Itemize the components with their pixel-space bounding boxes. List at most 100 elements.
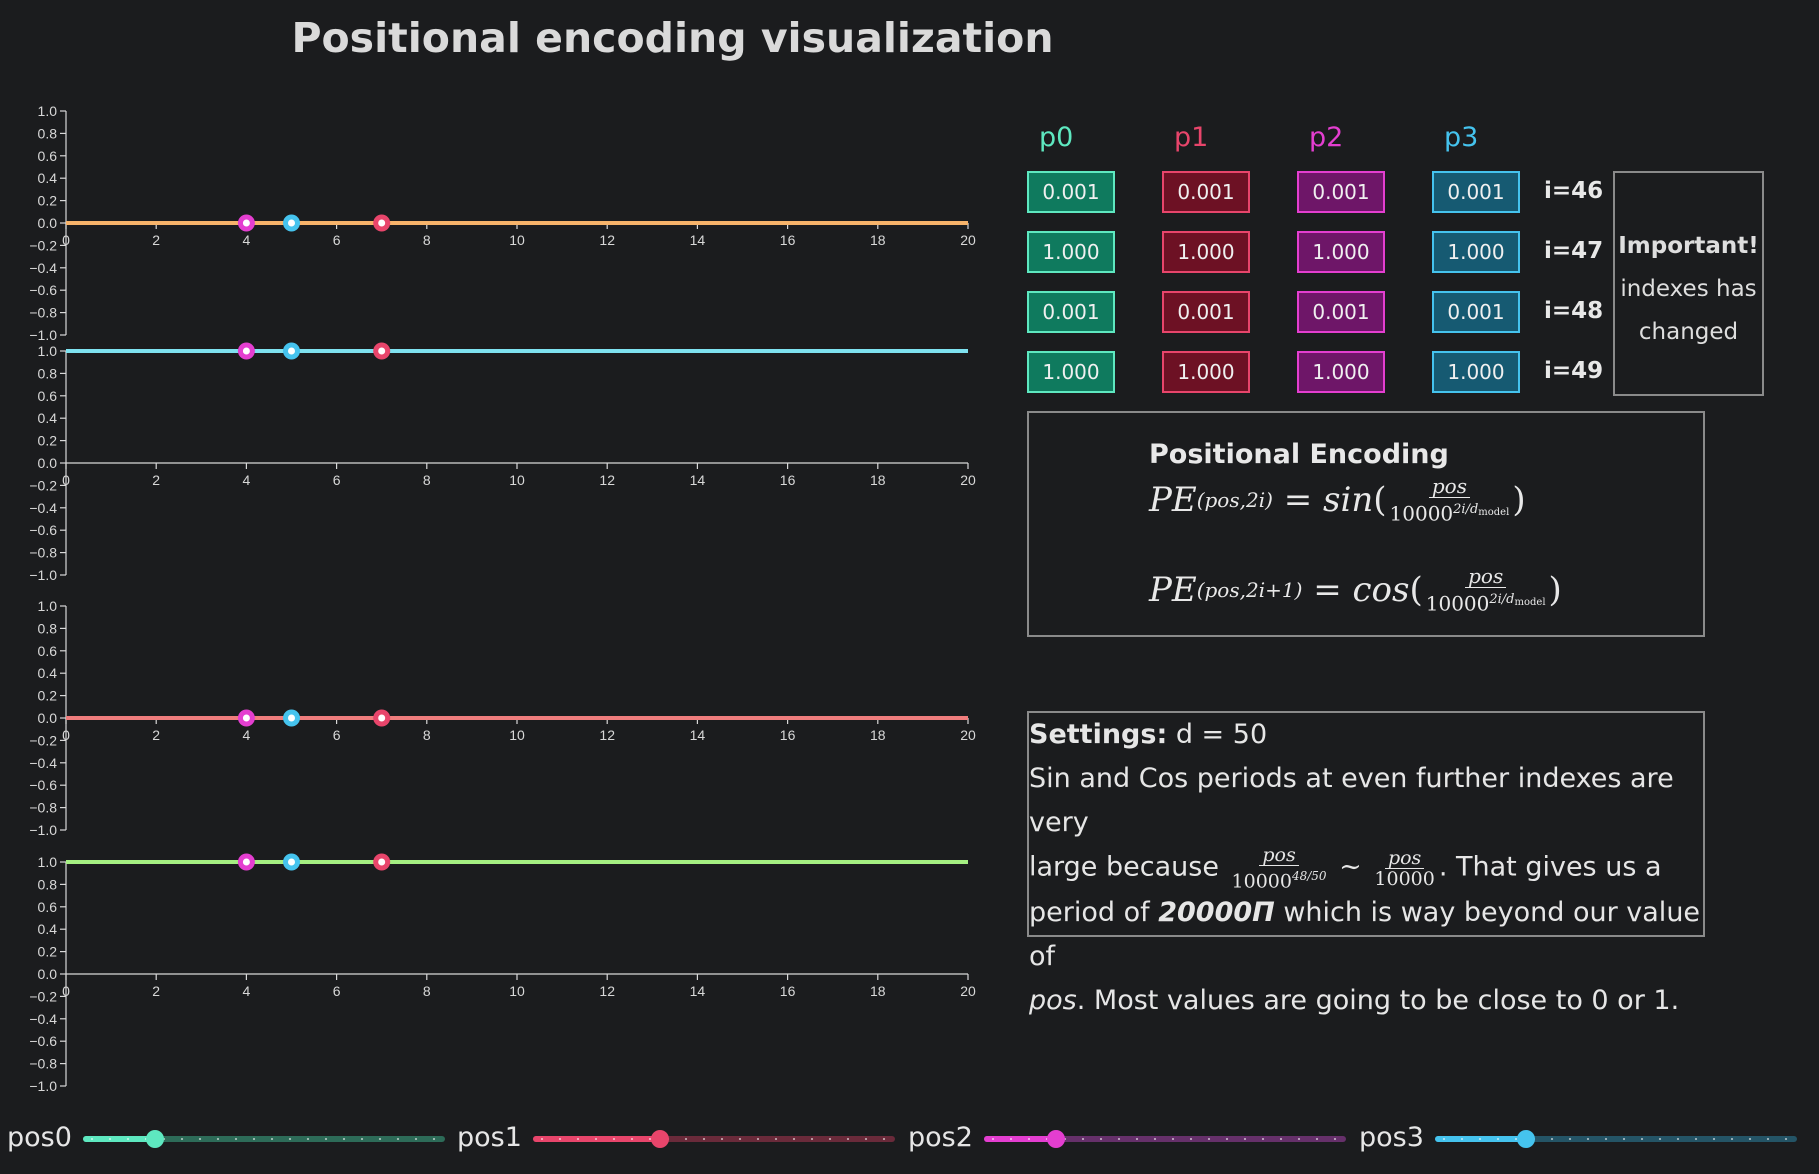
y-tick-label: −0.2 — [29, 477, 57, 493]
x-tick-label: 6 — [333, 472, 341, 488]
x-tick-label: 4 — [243, 727, 251, 743]
x-tick-label: 12 — [599, 232, 615, 248]
y-tick-label: −1.0 — [29, 327, 57, 343]
slider-knob[interactable] — [146, 1130, 165, 1148]
slider-ticks — [83, 1138, 445, 1140]
x-tick-label: 20 — [960, 983, 976, 999]
x-tick-label: 14 — [690, 472, 706, 488]
x-tick-label: 20 — [960, 472, 976, 488]
data-point-center — [378, 858, 386, 866]
slider-pos2[interactable] — [984, 1130, 1346, 1148]
settings-line2b: . That gives us a — [1438, 851, 1662, 883]
x-tick-label: 16 — [780, 472, 796, 488]
chart-1: 1.0 0.8 0.6 0.4 0.2 0.0 −0.2 −0.4 −0.6 −0.8 −1.0 0 2… — [29, 342, 976, 583]
x-tick-label: 0 — [62, 727, 70, 743]
y-tick-label: −1.0 — [29, 822, 57, 838]
data-point-center — [288, 347, 295, 355]
data-point-center — [242, 219, 250, 227]
x-tick-label: 4 — [243, 983, 251, 999]
table-cell: 0.001 — [1027, 291, 1115, 333]
y-tick-label: −0.8 — [29, 1056, 57, 1072]
y-tick-label: −0.6 — [29, 282, 57, 298]
slider-knob[interactable] — [1047, 1130, 1066, 1148]
table-cell: 0.001 — [1432, 171, 1520, 213]
settings-line3a: period of — [1029, 897, 1159, 929]
slider-label-pos1: pos1 — [457, 1122, 522, 1153]
slider-knob[interactable] — [1516, 1130, 1535, 1148]
data-point-center — [242, 858, 250, 866]
fraction-b: pos 10000 — [1374, 846, 1435, 890]
y-tick-label: −0.2 — [29, 732, 57, 748]
settings-box: Settings: d = 50 Sin and Cos periods at … — [1027, 711, 1705, 1016]
y-tick-label: 0.8 — [38, 620, 58, 636]
y-tick-label: −0.8 — [29, 800, 57, 816]
x-tick-label: 14 — [690, 983, 706, 999]
row-label: i=47 — [1544, 238, 1604, 264]
slider-knob[interactable] — [650, 1130, 669, 1148]
cos-equation: PE (pos,2i+1) = cos( pos 100002i/dmodel) — [1149, 564, 1562, 616]
y-tick-label: 0.0 — [38, 455, 58, 471]
x-tick-label: 14 — [690, 232, 706, 248]
formula-box: Positional Encoding PE (pos,2i) = sin( po… — [1027, 411, 1705, 637]
table-cell: 0.001 — [1027, 171, 1115, 213]
y-tick-label: −1.0 — [29, 1078, 57, 1094]
x-tick-label: 2 — [152, 983, 160, 999]
x-tick-label: 4 — [243, 232, 251, 248]
x-tick-label: 10 — [509, 727, 525, 743]
slider-pos1[interactable] — [533, 1130, 895, 1148]
x-tick-label: 2 — [152, 232, 160, 248]
x-tick-label: 12 — [599, 472, 615, 488]
settings-line1: Sin and Cos periods at even further inde… — [1029, 763, 1674, 838]
y-tick-label: 1.0 — [38, 343, 58, 359]
slider-pos0[interactable] — [83, 1130, 445, 1148]
settings-pos: pos — [1029, 985, 1077, 1017]
chart-2: 1.0 0.8 0.6 0.4 0.2 0.0 −0.2 −0.4 −0.6 −0.8 −1.0 0 2… — [29, 598, 976, 838]
table-cell: 1.000 — [1162, 351, 1250, 393]
settings-d: d = 50 — [1167, 719, 1268, 750]
x-tick-label: 8 — [423, 472, 431, 488]
col-header-p0: p0 — [1039, 122, 1074, 153]
table-cell: 1.000 — [1162, 231, 1250, 273]
table-cell: 1.000 — [1297, 351, 1385, 393]
settings-line2a: large because — [1029, 851, 1219, 883]
slider-pos3[interactable] — [1435, 1130, 1797, 1148]
important-line2: changed — [1638, 319, 1739, 345]
x-tick-label: 20 — [960, 232, 976, 248]
row-label: i=46 — [1544, 178, 1604, 204]
y-tick-label: 0.4 — [38, 921, 58, 937]
slider-label-pos2: pos2 — [908, 1122, 973, 1153]
y-tick-label: −0.6 — [29, 522, 57, 538]
x-tick-label: 6 — [333, 727, 341, 743]
table-cell: 0.001 — [1297, 171, 1385, 213]
slider-label-pos3: pos3 — [1359, 1122, 1424, 1153]
table-cell: 1.000 — [1027, 351, 1115, 393]
y-tick-label: 0.6 — [38, 388, 58, 404]
x-tick-label: 2 — [152, 727, 160, 743]
table-cell: 0.001 — [1432, 291, 1520, 333]
y-tick-label: 0.2 — [38, 944, 58, 960]
x-tick-label: 6 — [333, 232, 341, 248]
x-tick-label: 18 — [870, 983, 886, 999]
x-tick-label: 0 — [62, 232, 70, 248]
slider-ticks — [533, 1138, 895, 1140]
y-tick-label: −0.2 — [29, 237, 57, 253]
important-note: Important! indexes has changed — [1613, 171, 1764, 396]
y-tick-label: 0.6 — [38, 643, 58, 659]
data-point-center — [378, 347, 386, 355]
data-point-center — [378, 714, 386, 722]
charts-area: 1.0 0.8 0.6 0.4 0.2 0.0 −0.2 −0.4 −0.6 −0.8 −1.0 0 2… — [29, 103, 976, 1094]
data-point-center — [288, 714, 295, 722]
x-tick-label: 8 — [423, 983, 431, 999]
table-cell: 1.000 — [1297, 231, 1385, 273]
formula-title: Positional Encoding — [1149, 439, 1449, 470]
y-tick-label: −0.4 — [29, 260, 57, 276]
settings-label: Settings: — [1029, 719, 1168, 750]
slider-ticks — [1435, 1138, 1797, 1140]
col-header-p2: p2 — [1309, 122, 1344, 153]
x-tick-label: 10 — [509, 472, 525, 488]
y-tick-label: 1.0 — [38, 598, 58, 614]
col-header-p1: p1 — [1174, 122, 1209, 153]
page-title: Positional encoding visualization — [291, 14, 1054, 62]
slider-label-pos0: pos0 — [7, 1122, 72, 1153]
x-tick-label: 18 — [870, 727, 886, 743]
